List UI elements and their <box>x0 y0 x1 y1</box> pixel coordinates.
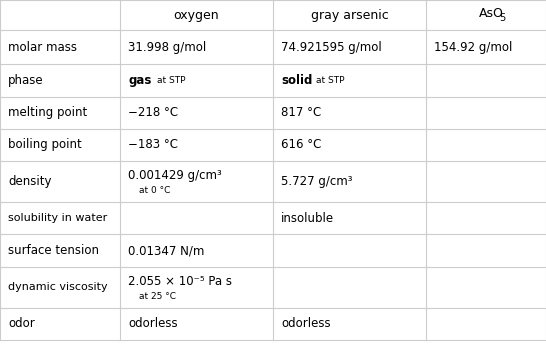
Text: −218 °C: −218 °C <box>128 106 179 119</box>
Text: 2.055 × 10⁻⁵ Pa s: 2.055 × 10⁻⁵ Pa s <box>128 275 232 287</box>
Text: at STP: at STP <box>316 76 344 85</box>
Text: 616 °C: 616 °C <box>281 139 322 151</box>
Text: 0.01347 N/m: 0.01347 N/m <box>128 244 205 257</box>
Text: 154.92 g/mol: 154.92 g/mol <box>434 41 513 54</box>
Text: solubility in water: solubility in water <box>8 213 108 223</box>
Text: melting point: melting point <box>8 106 87 119</box>
Text: phase: phase <box>8 74 44 87</box>
Text: 5.727 g/cm³: 5.727 g/cm³ <box>281 175 353 188</box>
Text: 817 °C: 817 °C <box>281 106 322 119</box>
Text: 5: 5 <box>500 13 506 23</box>
Text: dynamic viscosity: dynamic viscosity <box>8 282 108 292</box>
Text: solid: solid <box>281 74 312 87</box>
Text: odorless: odorless <box>281 318 331 330</box>
Text: gray arsenic: gray arsenic <box>311 9 388 22</box>
Text: AsO: AsO <box>479 7 505 20</box>
Text: 31.998 g/mol: 31.998 g/mol <box>128 41 206 54</box>
Text: at STP: at STP <box>157 76 185 85</box>
Text: gas: gas <box>128 74 152 87</box>
Text: 74.921595 g/mol: 74.921595 g/mol <box>281 41 382 54</box>
Text: at 0 °C: at 0 °C <box>139 186 170 195</box>
Text: odorless: odorless <box>128 318 178 330</box>
Text: insoluble: insoluble <box>281 212 334 225</box>
Text: odor: odor <box>8 318 35 330</box>
Text: oxygen: oxygen <box>174 9 219 22</box>
Text: molar mass: molar mass <box>8 41 77 54</box>
Text: surface tension: surface tension <box>8 244 99 257</box>
Text: density: density <box>8 175 52 188</box>
Text: at 25 °C: at 25 °C <box>139 292 176 301</box>
Text: 0.001429 g/cm³: 0.001429 g/cm³ <box>128 169 222 182</box>
Text: −183 °C: −183 °C <box>128 139 179 151</box>
Text: boiling point: boiling point <box>8 139 82 151</box>
